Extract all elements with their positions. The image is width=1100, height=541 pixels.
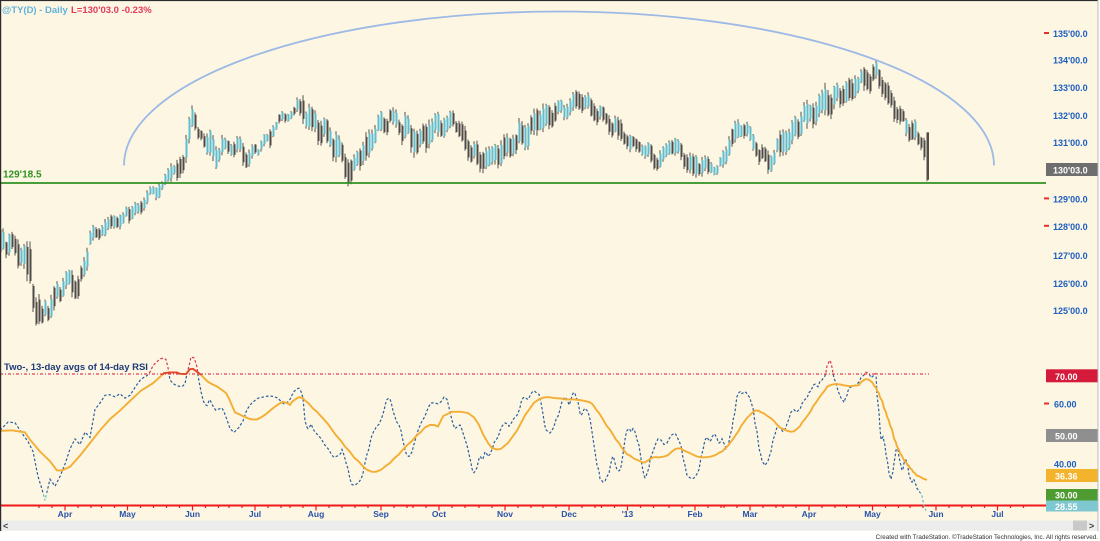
- svg-text:125'00.0: 125'00.0: [1053, 306, 1088, 316]
- svg-text:133'00.0: 133'00.0: [1053, 83, 1088, 93]
- svg-text:Dec: Dec: [561, 509, 577, 519]
- svg-text:128'00.0: 128'00.0: [1053, 222, 1088, 232]
- svg-text:36.36: 36.36: [1055, 472, 1078, 482]
- svg-text:Apr: Apr: [802, 509, 817, 519]
- svg-text:@TY(D) - Daily: @TY(D) - Daily: [2, 5, 68, 16]
- svg-text:Apr: Apr: [58, 509, 73, 519]
- svg-text:60.00: 60.00: [1054, 400, 1077, 410]
- svg-text:Jun: Jun: [928, 509, 943, 519]
- svg-text:Jul: Jul: [991, 509, 1003, 519]
- svg-text:131'00.0: 131'00.0: [1053, 138, 1088, 148]
- svg-text:<: <: [3, 521, 8, 531]
- svg-text:Jul: Jul: [249, 509, 261, 519]
- svg-text:30.00: 30.00: [1055, 491, 1078, 501]
- svg-text:Nov: Nov: [497, 509, 513, 519]
- svg-text:Aug: Aug: [308, 509, 325, 519]
- svg-text:129'00.0: 129'00.0: [1053, 194, 1088, 204]
- svg-text:May: May: [864, 509, 881, 519]
- svg-text:135'00.0: 135'00.0: [1053, 29, 1088, 39]
- svg-text:Created with TradeStation. ©Tr: Created with TradeStation. ©TradeStation…: [876, 533, 1099, 541]
- svg-text:127'00.0: 127'00.0: [1053, 251, 1088, 261]
- svg-text:134'00.0: 134'00.0: [1053, 56, 1088, 66]
- svg-text:May: May: [119, 509, 136, 519]
- svg-text:Oct: Oct: [432, 509, 446, 519]
- svg-text:Jun: Jun: [185, 509, 200, 519]
- svg-text:132'00.0: 132'00.0: [1053, 111, 1088, 121]
- svg-text:>: >: [1089, 521, 1094, 531]
- svg-text:50.00: 50.00: [1055, 432, 1078, 442]
- svg-text:126'00.0: 126'00.0: [1053, 279, 1088, 289]
- svg-text:40.00: 40.00: [1054, 459, 1077, 469]
- svg-text:Feb: Feb: [687, 509, 702, 519]
- svg-text:Mar: Mar: [742, 509, 758, 519]
- svg-text:Two-, 13-day avgs of 14-day RS: Two-, 13-day avgs of 14-day RSI: [4, 362, 148, 373]
- svg-text:Sep: Sep: [373, 509, 389, 519]
- svg-text:28.55: 28.55: [1055, 502, 1078, 512]
- svg-text:70.00: 70.00: [1055, 372, 1078, 382]
- svg-text:L=130'03.0 -0.23%: L=130'03.0 -0.23%: [71, 5, 152, 16]
- svg-text:'13: '13: [622, 509, 634, 519]
- svg-text:129'18.5: 129'18.5: [3, 170, 42, 181]
- svg-text:130'03.0: 130'03.0: [1053, 166, 1088, 176]
